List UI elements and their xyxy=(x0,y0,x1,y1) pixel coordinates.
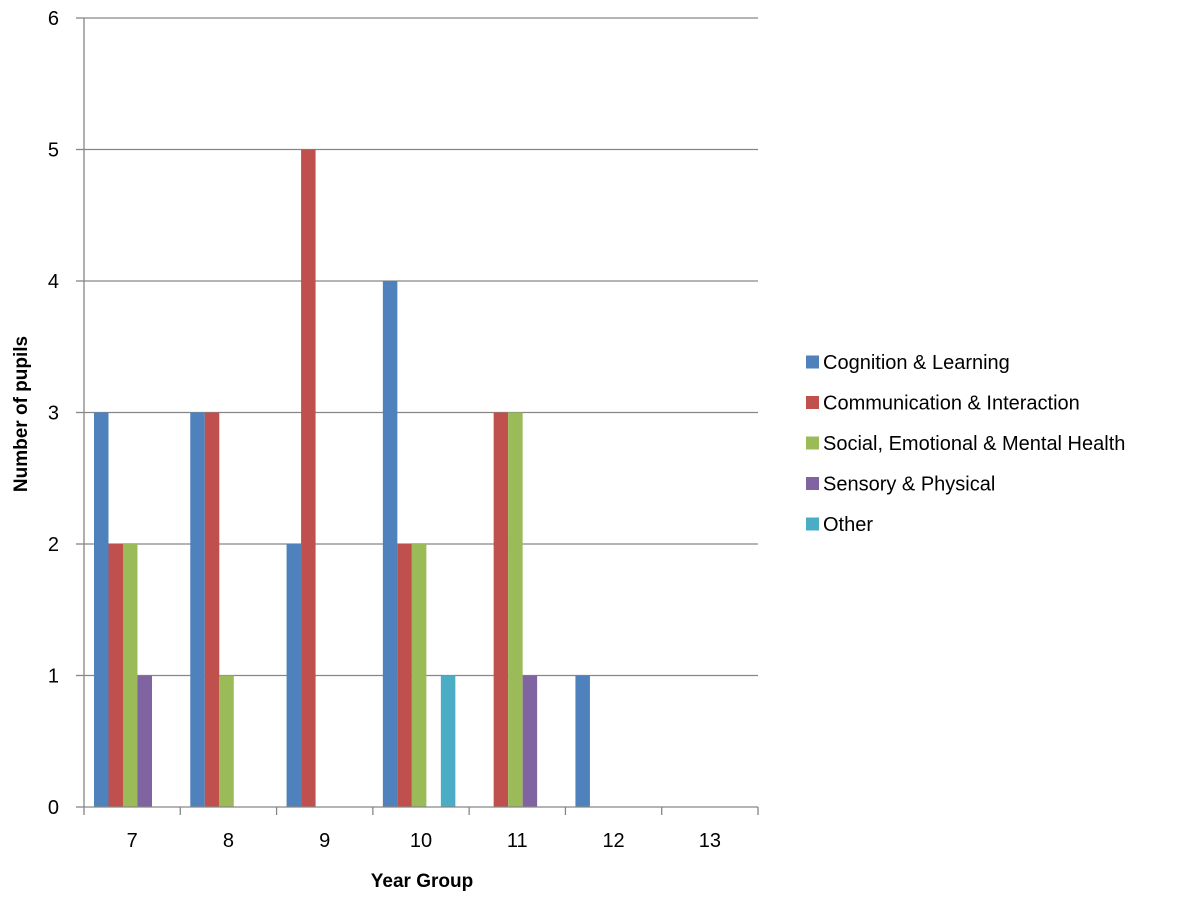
bar xyxy=(123,544,138,807)
x-tick-label: 11 xyxy=(507,830,528,852)
legend-swatch xyxy=(806,477,819,490)
legend-label: Communication & Interaction xyxy=(823,393,1080,415)
bar xyxy=(493,412,509,807)
legend-label: Cognition & Learning xyxy=(823,352,1010,374)
bar xyxy=(301,149,316,807)
bar xyxy=(508,412,523,807)
bar xyxy=(411,544,427,807)
bar xyxy=(575,675,590,807)
x-tick-label: 9 xyxy=(319,830,330,852)
y-tick-label: 0 xyxy=(48,797,59,819)
y-tick-label: 1 xyxy=(48,666,59,688)
y-axis-title: Number of pupils xyxy=(11,336,32,492)
bar xyxy=(397,544,412,807)
x-axis-title: Year Group xyxy=(371,871,473,892)
y-tick-label: 4 xyxy=(48,271,59,293)
bar xyxy=(204,412,220,807)
y-tick-label: 6 xyxy=(48,8,59,30)
bar xyxy=(286,544,302,807)
axes xyxy=(76,17,759,815)
legend-swatch xyxy=(806,396,819,409)
legend-label: Social, Emotional & Mental Health xyxy=(823,433,1125,455)
bars xyxy=(94,149,590,807)
bar xyxy=(137,675,152,807)
x-tick-label: 12 xyxy=(602,830,624,852)
bar xyxy=(382,281,398,807)
x-tick-label: 8 xyxy=(223,830,234,852)
y-tick-label: 3 xyxy=(48,403,59,425)
bar xyxy=(440,675,456,807)
x-tick-label: 10 xyxy=(410,830,432,852)
legend-label: Other xyxy=(823,514,873,536)
legend-label: Sensory & Physical xyxy=(823,474,995,496)
bar xyxy=(108,544,123,807)
legend-swatch xyxy=(806,517,819,531)
bar xyxy=(190,412,205,807)
y-tick-label: 5 xyxy=(48,140,59,162)
y-tick-label: 2 xyxy=(48,534,59,556)
bar xyxy=(219,675,234,807)
x-tick-label: 7 xyxy=(127,830,138,852)
legend-swatch xyxy=(806,436,819,450)
bar xyxy=(522,675,538,807)
legend: Cognition & Learning Communication & Inte… xyxy=(806,352,1125,536)
x-tick-label: 13 xyxy=(699,830,721,852)
legend-swatch xyxy=(806,355,819,369)
bar xyxy=(94,412,109,807)
